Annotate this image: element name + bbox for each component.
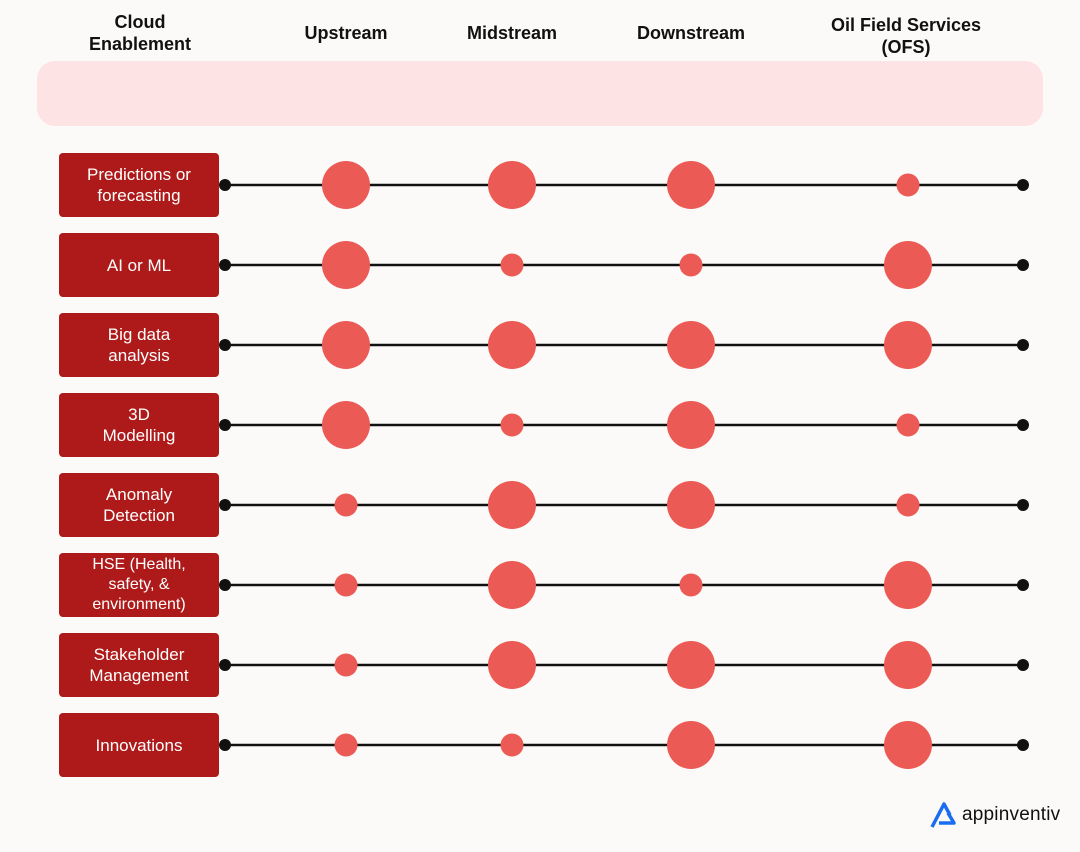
bubble-large — [667, 481, 715, 529]
column-header-midstream: Midstream — [466, 22, 558, 43]
bubble-large — [884, 561, 932, 609]
bubble-small — [896, 413, 920, 437]
row-line-end-point — [1017, 419, 1029, 431]
bubble-large — [322, 161, 370, 209]
row-label: Innovations — [59, 713, 219, 777]
bubble-large — [667, 161, 715, 209]
bubble-large — [667, 721, 715, 769]
appinventiv-logo-icon — [930, 802, 956, 828]
row-line-start-point — [219, 259, 231, 271]
row-line-start-point — [219, 419, 231, 431]
row-line-end-point — [1017, 179, 1029, 191]
bubble-small — [679, 253, 703, 277]
row-line-start-point — [219, 739, 231, 751]
row-line-start-point — [219, 339, 231, 351]
row-line-end-point — [1017, 259, 1029, 271]
row-label: Big data analysis — [59, 313, 219, 377]
bubble-large — [322, 321, 370, 369]
bubble-large — [488, 481, 536, 529]
logo-text: appinventiv — [962, 804, 1061, 825]
bubble-large — [667, 641, 715, 689]
row-line-end-point — [1017, 499, 1029, 511]
bubble-large — [488, 561, 536, 609]
bubble-small — [896, 493, 920, 517]
row-line-start-point — [219, 659, 231, 671]
bubble-large — [884, 721, 932, 769]
appinventiv-logo: appinventiv — [930, 800, 1060, 830]
bubble-small — [334, 573, 358, 597]
bubble-large — [884, 321, 932, 369]
bubble-large — [488, 321, 536, 369]
bubble-large — [667, 401, 715, 449]
column-header-upstream: Upstream — [304, 22, 388, 43]
row-line-end-point — [1017, 339, 1029, 351]
row-line-start-point — [219, 179, 231, 191]
bubble-large — [884, 241, 932, 289]
row-label: AI or ML — [59, 233, 219, 297]
row-line-end-point — [1017, 579, 1029, 591]
bubble-small — [334, 653, 358, 677]
bubble-large — [884, 641, 932, 689]
bubble-large — [322, 401, 370, 449]
bubble-small — [679, 573, 703, 597]
bubble-large — [322, 241, 370, 289]
row-label: Stakeholder Management — [59, 633, 219, 697]
row-line-start-point — [219, 579, 231, 591]
row-line-start-point — [219, 499, 231, 511]
bubble-small — [896, 173, 920, 197]
row-label: Anomaly Detection — [59, 473, 219, 537]
header-bar — [37, 61, 1043, 126]
row-label: 3D Modelling — [59, 393, 219, 457]
bubble-small — [500, 253, 524, 277]
row-label: HSE (Health, safety, & environment) — [59, 553, 219, 617]
bubble-large — [488, 641, 536, 689]
header-corner-label: Cloud Enablement — [88, 11, 192, 54]
bubble-small — [500, 733, 524, 757]
bubble-large — [667, 321, 715, 369]
row-line-end-point — [1017, 739, 1029, 751]
row-label: Predictions or forecasting — [59, 153, 219, 217]
bubble-small — [334, 493, 358, 517]
bubble-small — [334, 733, 358, 757]
bubble-large — [488, 161, 536, 209]
bubble-small — [500, 413, 524, 437]
column-header-ofs: Oil Field Services (OFS) — [830, 14, 982, 57]
row-line-end-point — [1017, 659, 1029, 671]
column-header-downstream: Downstream — [636, 22, 746, 43]
